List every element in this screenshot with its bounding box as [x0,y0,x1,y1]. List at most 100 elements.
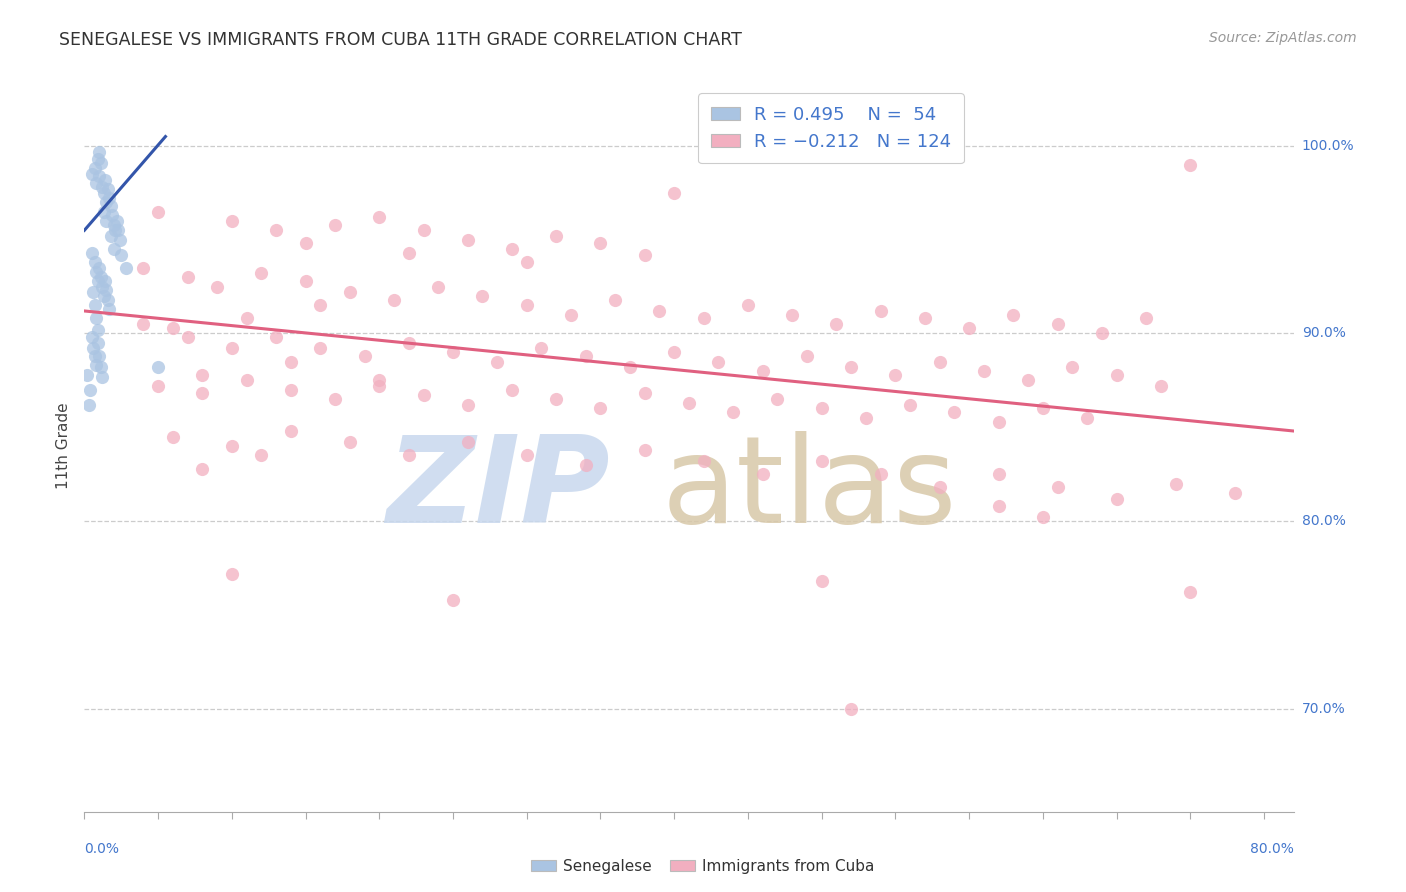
Point [146,204,169,219]
Point [839,701,862,715]
Point [1076,410,1098,425]
Point [93,204,115,219]
Text: atlas: atlas [662,432,957,549]
Point [176,330,198,344]
Point [250,449,273,463]
Point [105,214,128,228]
Point [634,386,657,401]
Point [605,293,627,307]
Point [664,345,686,359]
Point [108,233,131,247]
Point [914,311,936,326]
Point [634,442,657,457]
Point [235,373,257,387]
Point [1105,368,1128,382]
Point [97,293,120,307]
Point [457,435,479,450]
Point [114,260,136,275]
Point [323,218,346,232]
Text: 90.0%: 90.0% [1302,326,1346,341]
Point [398,449,420,463]
Legend: Senegalese, Immigrants from Cuba: Senegalese, Immigrants from Cuba [524,853,882,880]
Point [412,388,434,402]
Text: SENEGALESE VS IMMIGRANTS FROM CUBA 11TH GRADE CORRELATION CHART: SENEGALESE VS IMMIGRANTS FROM CUBA 11TH … [59,31,742,49]
Point [82,342,104,356]
Point [398,335,420,350]
Point [339,285,361,300]
Point [103,242,125,256]
Point [86,274,108,288]
Point [132,260,155,275]
Point [100,229,122,244]
Text: Source: ZipAtlas.com: Source: ZipAtlas.com [1209,31,1357,45]
Point [146,379,169,393]
Point [83,349,105,363]
Point [692,311,714,326]
Point [737,298,759,312]
Point [1046,317,1069,331]
Point [84,311,107,326]
Point [368,210,391,224]
Point [96,214,118,228]
Text: 100.0%: 100.0% [1302,139,1354,153]
Text: ZIP: ZIP [387,432,610,549]
Point [132,317,155,331]
Point [323,392,346,406]
Point [516,298,538,312]
Point [98,191,121,205]
Point [589,236,612,251]
Point [546,229,568,244]
Point [441,592,464,607]
Point [94,172,117,186]
Point [869,304,891,318]
Point [721,405,744,419]
Point [191,461,214,475]
Point [264,330,287,344]
Point [101,208,124,222]
Point [1046,480,1069,494]
Point [76,368,98,382]
Point [1017,373,1039,387]
Point [80,245,103,260]
Point [368,373,391,387]
Point [928,480,950,494]
Point [235,311,257,326]
Point [810,454,832,468]
Point [486,354,509,368]
Point [546,392,568,406]
Point [84,264,107,278]
Point [516,449,538,463]
Point [751,467,773,482]
Point [250,267,273,281]
Point [221,214,243,228]
Point [825,317,848,331]
Point [80,330,103,344]
Point [957,321,980,335]
Point [678,396,700,410]
Point [309,342,332,356]
Point [91,369,114,384]
Text: 70.0%: 70.0% [1302,702,1346,715]
Point [79,383,101,397]
Point [86,152,108,166]
Point [162,429,184,443]
Point [309,298,332,312]
Point [987,467,1010,482]
Point [707,354,730,368]
Point [353,349,375,363]
Point [1032,510,1054,524]
Point [457,398,479,412]
Point [1002,308,1025,322]
Point [398,245,420,260]
Point [1150,379,1173,393]
Point [280,424,302,438]
Point [457,233,479,247]
Point [264,223,287,237]
Point [104,223,127,237]
Text: 80.0%: 80.0% [1250,842,1294,856]
Point [575,349,598,363]
Point [441,345,464,359]
Point [84,177,107,191]
Point [87,145,110,159]
Point [339,435,361,450]
